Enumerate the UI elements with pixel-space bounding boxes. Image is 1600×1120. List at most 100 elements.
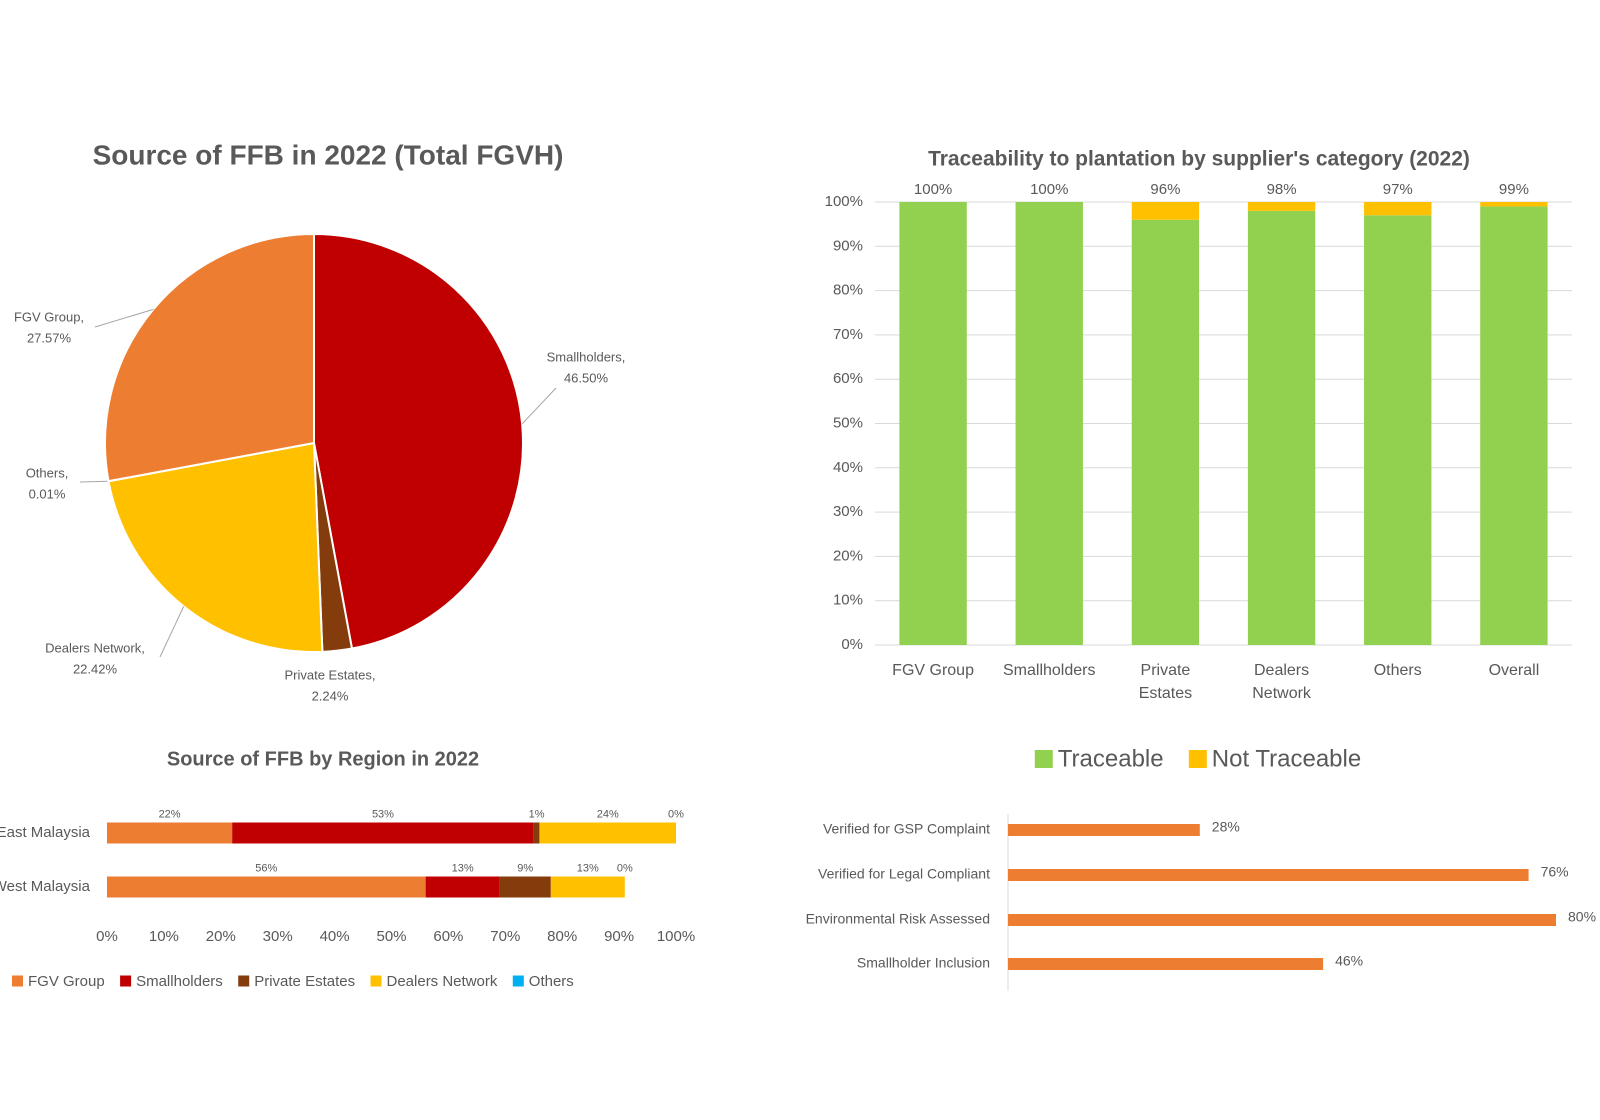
legend-label: Smallholders <box>136 973 223 990</box>
segment-label: 22% <box>159 808 181 820</box>
bar-value-label: 97% <box>1383 181 1413 198</box>
x-tick-label: Overall <box>1489 662 1540 679</box>
bar-segment <box>1015 202 1083 645</box>
x-tick-label: 90% <box>604 928 634 945</box>
x-tick-label: Estates <box>1139 685 1192 702</box>
category-label: Verified for GSP Complaint <box>823 821 990 837</box>
y-tick-label: 40% <box>833 459 863 476</box>
legend-swatch <box>512 975 524 987</box>
x-tick-label: 20% <box>206 928 236 945</box>
x-tick-label: Network <box>1252 685 1312 702</box>
legend-label: FGV Group <box>28 973 105 990</box>
legend: FGV Group Smallholders Private Estates Deal… <box>12 973 574 990</box>
slice-value: 2.24% <box>312 688 349 703</box>
y-tick-label: 0% <box>841 636 863 653</box>
chart-title: Source of FFB in 2022 (Total FGVH) <box>93 139 564 170</box>
bar-segment <box>425 876 500 898</box>
x-tick-label: FGV Group <box>892 662 974 679</box>
x-tick-label: Private <box>1141 662 1191 679</box>
legend-swatch <box>1034 750 1053 768</box>
segment-label: 13% <box>452 862 474 874</box>
legend-swatch <box>370 975 382 987</box>
leader-line <box>79 480 109 483</box>
bar-value-label: 76% <box>1541 864 1569 880</box>
slice-value: 27.57% <box>27 330 72 345</box>
category-label: Smallholder Inclusion <box>857 955 990 971</box>
category-label: Environmental Risk Assessed <box>806 911 990 927</box>
bar-value-label: 100% <box>1030 181 1068 198</box>
slice-value: 46.50% <box>564 370 609 385</box>
legend-label: Others <box>529 973 574 990</box>
category-label: East Malaysia <box>0 824 91 841</box>
bar <box>1008 824 1200 836</box>
y-tick-label: 10% <box>833 592 863 609</box>
x-tick-label: 100% <box>657 928 695 945</box>
bar-value-label: 100% <box>914 181 952 198</box>
leader-line <box>159 606 185 658</box>
segment-label: 24% <box>597 808 619 820</box>
bar-segment <box>1247 210 1316 646</box>
pie-slice <box>107 441 324 653</box>
slice-label: Others, <box>26 465 69 480</box>
bar-segment <box>539 822 676 844</box>
bar-segment <box>1364 202 1432 216</box>
leader-line <box>521 387 557 425</box>
bar-segment <box>1480 202 1548 207</box>
slice-label: FGV Group, <box>14 309 84 324</box>
slice-label: Private Estates, <box>284 667 375 682</box>
bar-segment <box>1247 202 1316 211</box>
category-label: West Malaysia <box>0 878 91 895</box>
y-tick-label: 90% <box>833 237 863 254</box>
legend-swatch <box>238 975 250 987</box>
segment-label: 56% <box>255 862 277 874</box>
x-tick-label: 50% <box>376 928 406 945</box>
slice-label: Dealers Network, <box>45 640 145 655</box>
y-tick-label: 60% <box>833 370 863 387</box>
chart-title: Traceability to plantation by supplier's… <box>928 148 1470 171</box>
bar-value-label: 80% <box>1568 909 1596 925</box>
x-tick-label: 30% <box>263 928 293 945</box>
bar-segment <box>107 876 426 898</box>
x-tick-label: 80% <box>547 928 577 945</box>
x-tick-label: Dealers <box>1254 662 1309 679</box>
legend-swatch <box>12 975 23 987</box>
x-tick-label: 0% <box>96 928 118 945</box>
segment-label: 0% <box>668 808 684 820</box>
category-label: Verified for Legal Compliant <box>818 866 990 882</box>
bar-value-label: 96% <box>1150 181 1180 198</box>
bar <box>1008 914 1556 926</box>
leader-line <box>94 308 154 328</box>
y-tick-label: 100% <box>825 193 863 210</box>
bar-segment <box>1364 215 1432 646</box>
legend-label: Private Estates <box>254 973 355 990</box>
segment-label: 53% <box>372 808 394 820</box>
legend-swatch <box>120 975 132 987</box>
bar-segment <box>1480 206 1548 645</box>
x-tick-label: 10% <box>149 928 179 945</box>
bar-segment <box>232 822 534 844</box>
bar <box>1008 958 1324 970</box>
y-tick-label: 80% <box>833 282 863 299</box>
pie-slice <box>104 232 315 483</box>
slice-value: 22.42% <box>73 661 118 676</box>
y-tick-label: 20% <box>833 547 863 564</box>
x-tick-label: Smallholders <box>1003 662 1095 679</box>
legend-swatch <box>1188 750 1207 768</box>
bar-segment <box>899 202 967 645</box>
slice-value: 0.01% <box>29 486 66 501</box>
legend: Traceable Not Traceable <box>1034 745 1361 772</box>
segment-label: 9% <box>517 862 533 874</box>
y-tick-label: 50% <box>833 414 863 431</box>
bar-segment <box>550 876 625 898</box>
segment-label: 1% <box>529 808 545 820</box>
bar-segment <box>533 822 540 844</box>
x-tick-label: 40% <box>320 928 350 945</box>
bar-value-label: 98% <box>1267 181 1297 198</box>
bar-segment <box>107 822 233 844</box>
bar-segment <box>1131 219 1200 645</box>
bar-segment <box>499 876 551 898</box>
x-tick-label: 70% <box>490 928 520 945</box>
x-tick-label: Others <box>1374 662 1422 679</box>
legend-label: Dealers Network <box>387 973 498 990</box>
